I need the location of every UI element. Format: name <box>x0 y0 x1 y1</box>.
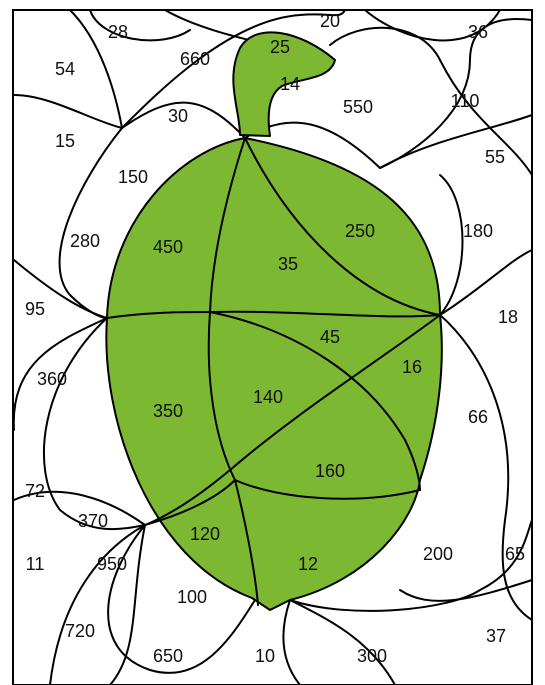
region-number: 160 <box>315 461 345 481</box>
region-number: 140 <box>253 387 283 407</box>
region-number: 12 <box>298 554 318 574</box>
region-number: 280 <box>70 231 100 251</box>
region-number: 16 <box>402 357 422 377</box>
region-number: 25 <box>270 37 290 57</box>
region-number: 200 <box>423 544 453 564</box>
region-number: 350 <box>153 401 183 421</box>
region-number: 720 <box>65 621 95 641</box>
region-number: 65 <box>505 544 525 564</box>
region-number: 10 <box>255 646 275 666</box>
region-number: 72 <box>25 481 45 501</box>
region-number: 55 <box>485 147 505 167</box>
region-number: 35 <box>278 254 298 274</box>
region-number: 150 <box>118 167 148 187</box>
coloring-page: 28 20 36 54 660 25 14 550 110 30 15 55 150 250 180 280 4… <box>0 0 545 685</box>
region-number: 180 <box>463 221 493 241</box>
region-number: 28 <box>108 22 128 42</box>
region-number: 36 <box>468 22 488 42</box>
region-number: 450 <box>153 237 183 257</box>
region-number: 54 <box>55 59 75 79</box>
region-number: 45 <box>320 327 340 347</box>
region-number: 37 <box>486 626 506 646</box>
region-number: 18 <box>498 307 518 327</box>
region-number: 300 <box>357 646 387 666</box>
region-number: 30 <box>168 106 188 126</box>
region-number: 660 <box>180 49 210 69</box>
region-number: 95 <box>25 299 45 319</box>
region-number: 20 <box>320 11 340 31</box>
region-number: 100 <box>177 587 207 607</box>
region-number: 66 <box>468 407 488 427</box>
region-number: 110 <box>451 91 480 111</box>
region-number: 550 <box>343 97 373 117</box>
region-number: 14 <box>280 74 300 94</box>
region-number: 650 <box>153 646 183 666</box>
region-number: 11 <box>26 554 45 574</box>
region-number: 360 <box>37 369 67 389</box>
region-number: 15 <box>55 131 75 151</box>
region-number: 950 <box>97 554 127 574</box>
region-number: 370 <box>78 511 108 531</box>
region-number: 250 <box>345 221 375 241</box>
region-number: 120 <box>190 524 220 544</box>
